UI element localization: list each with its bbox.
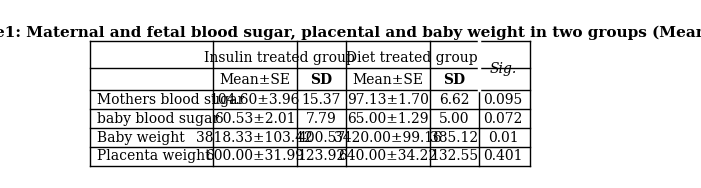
Text: 0.095: 0.095 [484,93,523,107]
Text: 3420.00±99.16: 3420.00±99.16 [334,131,442,145]
Text: 400.57: 400.57 [297,131,346,145]
Text: Diet treated group: Diet treated group [346,51,478,65]
Text: 0.01: 0.01 [488,131,519,145]
Text: 0.072: 0.072 [484,112,523,126]
Text: baby blood sugar: baby blood sugar [97,112,219,126]
Text: 7.79: 7.79 [306,112,336,126]
Text: 97.13±1.70: 97.13±1.70 [347,93,429,107]
Text: SD: SD [443,73,465,87]
Text: 60.53±2.01: 60.53±2.01 [214,112,295,126]
Text: 6.62: 6.62 [439,93,470,107]
Text: 123.92: 123.92 [297,149,346,163]
Text: SD: SD [310,73,332,87]
Text: 3818.33±103.42: 3818.33±103.42 [196,131,313,145]
Text: 640.00±34.22: 640.00±34.22 [338,149,437,163]
Text: Mothers blood sugar: Mothers blood sugar [97,93,244,107]
Text: Sig.: Sig. [489,62,517,76]
Text: Table1: Maternal and fetal blood sugar, placental and baby weight in two groups : Table1: Maternal and fetal blood sugar, … [0,26,701,40]
Text: 600.00±31.99: 600.00±31.99 [205,149,304,163]
Text: 132.55: 132.55 [430,149,478,163]
Text: Insulin treated group: Insulin treated group [204,51,355,65]
Text: 0.401: 0.401 [484,149,523,163]
Text: 104.60±3.96: 104.60±3.96 [210,93,300,107]
Text: 15.37: 15.37 [301,93,341,107]
Text: 65.00±1.29: 65.00±1.29 [347,112,428,126]
Text: Baby weight: Baby weight [97,131,184,145]
Text: 385.12: 385.12 [430,131,478,145]
Text: Placenta weight: Placenta weight [97,149,210,163]
Text: 5.00: 5.00 [439,112,470,126]
Text: Mean±SE: Mean±SE [353,73,423,87]
Text: Mean±SE: Mean±SE [219,73,290,87]
